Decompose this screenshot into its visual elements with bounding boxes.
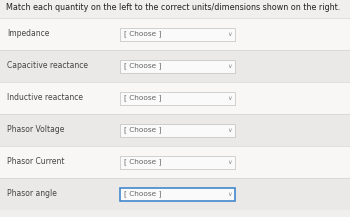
Text: [ Choose ]: [ Choose ] — [124, 63, 161, 69]
Text: Phasor Current: Phasor Current — [7, 158, 64, 166]
FancyBboxPatch shape — [120, 123, 235, 136]
FancyBboxPatch shape — [0, 146, 350, 178]
Text: Phasor angle: Phasor angle — [7, 189, 57, 199]
FancyBboxPatch shape — [120, 156, 235, 168]
Text: ∨: ∨ — [228, 31, 232, 36]
FancyBboxPatch shape — [120, 187, 235, 201]
Text: [ Choose ]: [ Choose ] — [124, 95, 161, 101]
Text: ∨: ∨ — [228, 128, 232, 133]
Text: [ Choose ]: [ Choose ] — [124, 31, 161, 37]
Text: Impedance: Impedance — [7, 30, 49, 38]
Text: [ Choose ]: [ Choose ] — [124, 127, 161, 133]
FancyBboxPatch shape — [0, 178, 350, 210]
Text: Phasor Voltage: Phasor Voltage — [7, 125, 64, 135]
Text: ∨: ∨ — [228, 64, 232, 69]
FancyBboxPatch shape — [120, 92, 235, 105]
Text: [ Choose ]: [ Choose ] — [124, 159, 161, 165]
FancyBboxPatch shape — [120, 28, 235, 41]
FancyBboxPatch shape — [0, 114, 350, 146]
Text: Match each quantity on the left to the correct units/dimensions shown on the rig: Match each quantity on the left to the c… — [6, 3, 340, 12]
FancyBboxPatch shape — [0, 0, 350, 18]
FancyBboxPatch shape — [120, 59, 235, 72]
Text: ∨: ∨ — [228, 191, 232, 197]
FancyBboxPatch shape — [0, 50, 350, 82]
FancyBboxPatch shape — [0, 18, 350, 217]
FancyBboxPatch shape — [0, 82, 350, 114]
Text: Capacitive reactance: Capacitive reactance — [7, 61, 88, 71]
Text: [ Choose ]: [ Choose ] — [124, 191, 161, 197]
Text: Inductive reactance: Inductive reactance — [7, 94, 83, 102]
FancyBboxPatch shape — [0, 18, 350, 50]
Text: ∨: ∨ — [228, 95, 232, 100]
Text: ∨: ∨ — [228, 159, 232, 164]
